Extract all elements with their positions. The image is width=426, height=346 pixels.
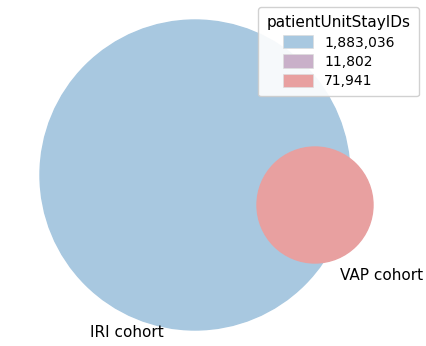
Circle shape <box>40 20 350 330</box>
Text: VAP cohort: VAP cohort <box>340 268 423 283</box>
Circle shape <box>257 147 373 263</box>
Text: IRI cohort: IRI cohort <box>90 325 164 340</box>
Legend: 1,883,036, 11,802, 71,941: 1,883,036, 11,802, 71,941 <box>259 7 419 97</box>
